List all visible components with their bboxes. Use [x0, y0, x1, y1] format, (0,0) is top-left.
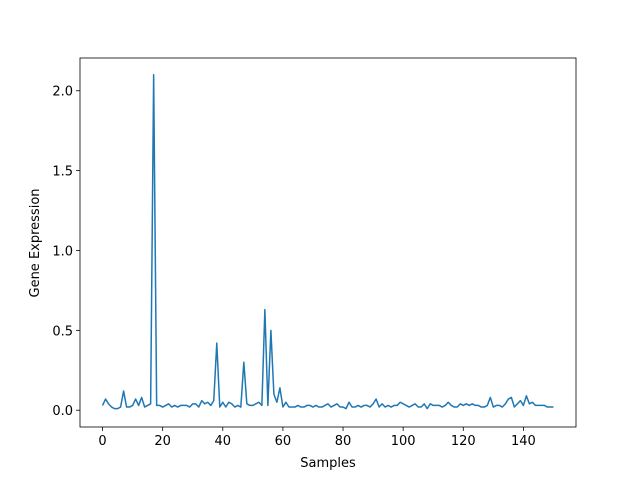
y-tick-label: 0.0	[52, 404, 73, 419]
x-tick-label: 20	[154, 434, 171, 449]
y-tick-label: 1.0	[52, 244, 73, 259]
x-tick-label: 0	[98, 434, 106, 449]
x-axis-label: Samples	[300, 456, 356, 471]
x-tick-label: 140	[511, 434, 536, 449]
y-tick-label: 0.5	[52, 324, 73, 339]
x-tick-label: 80	[335, 434, 352, 449]
x-tick-label: 120	[451, 434, 476, 449]
axes-frame	[79, 57, 577, 428]
data-line	[101, 74, 554, 410]
x-tick-label: 100	[391, 434, 416, 449]
y-tick-label: 1.5	[52, 165, 73, 180]
y-tick-label: 2.0	[52, 85, 73, 100]
y-axis-label: Gene Expression	[28, 188, 43, 297]
x-tick-label: 40	[215, 434, 232, 449]
x-tick-label: 60	[275, 434, 292, 449]
